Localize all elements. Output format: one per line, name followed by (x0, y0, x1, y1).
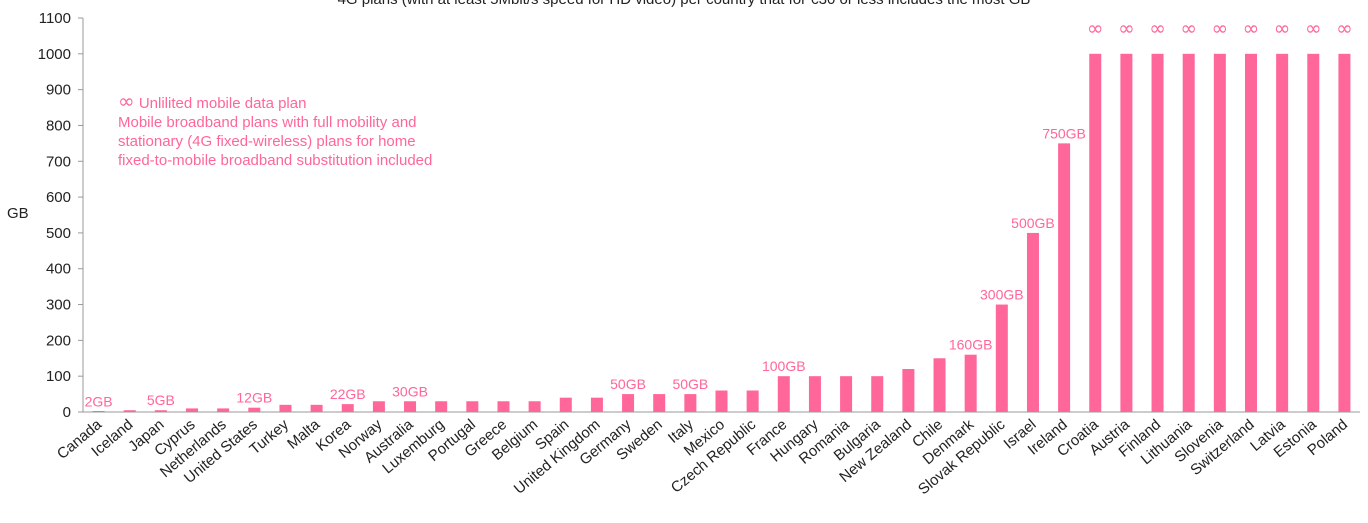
bar (497, 401, 510, 412)
bar (466, 401, 479, 412)
bar (715, 390, 728, 412)
bar (1120, 53, 1133, 413)
y-tick-label: 300 (46, 297, 71, 314)
bar (684, 394, 697, 412)
bar (1276, 53, 1289, 413)
bar (1026, 232, 1039, 412)
bar (871, 376, 884, 412)
bar (310, 404, 323, 412)
data-label: 300GB (980, 287, 1024, 303)
data-label: 50GB (610, 376, 646, 392)
y-tick-label: 100 (46, 368, 71, 385)
bar (92, 411, 105, 412)
y-tick-label: 600 (46, 189, 71, 206)
bar (808, 376, 821, 412)
infinity-icon: ∞ (1118, 16, 1135, 40)
y-tick-label: 0 (63, 404, 71, 421)
bar (528, 401, 541, 412)
bar (1151, 53, 1164, 413)
bar (1338, 53, 1351, 413)
data-label: 2GB (85, 393, 113, 409)
data-label: 30GB (392, 383, 428, 399)
data-label: 50GB (672, 376, 708, 392)
infinity-icon: ∞ (1336, 16, 1353, 40)
bar (372, 401, 385, 412)
infinity-icon: ∞ (1149, 16, 1166, 40)
y-tick-label: 700 (46, 153, 71, 170)
bar (248, 407, 261, 412)
bar (1307, 53, 1320, 413)
bar (777, 376, 790, 412)
bar (341, 404, 354, 412)
legend-note: ∞ Unlilited mobile data plan Mobile broa… (118, 89, 433, 170)
y-axis-label: GB (7, 205, 29, 222)
y-tick-label: 1000 (38, 46, 71, 63)
data-label: 500GB (1011, 215, 1055, 231)
bar (279, 404, 292, 412)
bar (995, 304, 1008, 412)
bar (1089, 53, 1102, 413)
bar (1058, 143, 1071, 412)
infinity-icon: ∞ (1305, 16, 1322, 40)
bar (123, 410, 136, 412)
y-tick-label: 500 (46, 225, 71, 242)
bar (964, 354, 977, 412)
note-line-3: stationary (4G fixed-wireless) plans for… (118, 133, 416, 150)
bar (933, 358, 946, 412)
data-label: 5GB (147, 392, 175, 408)
bar (746, 390, 759, 412)
bar (902, 369, 915, 412)
unlimited-legend-text: Unlilited mobile data plan (138, 95, 307, 112)
infinity-icon: ∞ (1243, 16, 1260, 40)
data-label: 22GB (330, 386, 366, 402)
y-tick-label: 400 (46, 261, 71, 278)
bar (1244, 53, 1257, 413)
y-tick-label: 200 (46, 332, 71, 349)
y-tick-label: 1100 (39, 10, 71, 27)
infinity-icon: ∞ (1274, 16, 1291, 40)
data-label: 12GB (236, 390, 272, 406)
infinity-icon: ∞ (1180, 16, 1197, 40)
bar (559, 397, 572, 412)
chart-title: 4G plans (with at least 5Mbit/s speed fo… (0, 0, 1368, 8)
note-line-2: Mobile broadband plans with full mobilit… (118, 114, 417, 131)
y-tick-label: 800 (46, 117, 71, 134)
infinity-icon: ∞ (118, 89, 135, 113)
bar (217, 408, 230, 412)
data-label: 100GB (762, 358, 806, 374)
bar (1182, 53, 1195, 413)
infinity-icon: ∞ (1087, 16, 1104, 40)
infinity-icon: ∞ (1212, 16, 1229, 40)
note-line-4: fixed-to-mobile broadband substitution i… (118, 152, 433, 169)
y-tick-label: 900 (46, 82, 71, 99)
data-label: 750GB (1042, 125, 1086, 141)
bar (653, 394, 666, 412)
bar (1213, 53, 1226, 413)
bar (622, 394, 635, 412)
bar (404, 401, 417, 412)
bar (154, 410, 167, 412)
data-label: 160GB (949, 337, 993, 353)
bar (840, 376, 853, 412)
bar (186, 408, 199, 412)
bar (435, 401, 448, 412)
unlimited-legend-row: ∞ Unlilited mobile data plan (118, 89, 432, 113)
bar (590, 397, 603, 412)
